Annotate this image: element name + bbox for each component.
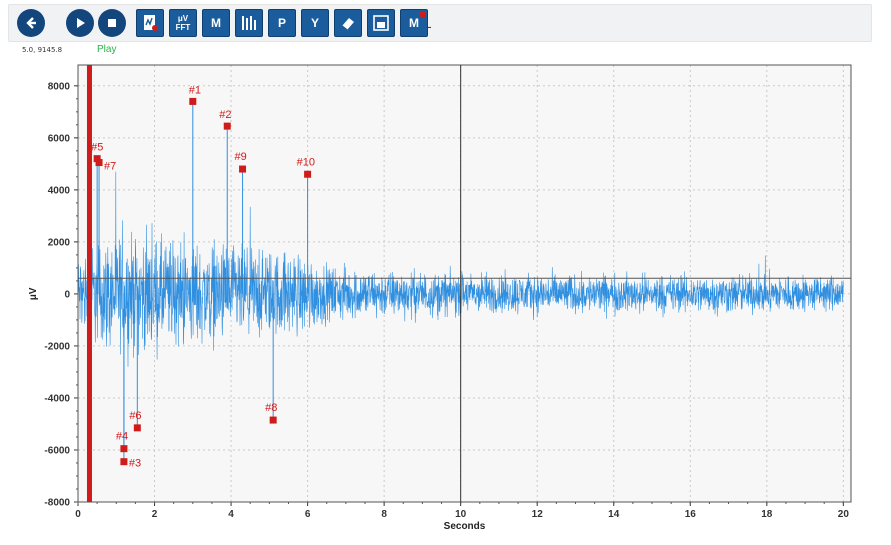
marker-layer[interactable]: #1 #2 #3 #4 #5 #6 #7 #8 #9 #10: [91, 84, 315, 469]
marker-9[interactable]: #9: [235, 151, 247, 173]
peak-label: P: [277, 15, 286, 30]
y-axis-button[interactable]: Y: [301, 9, 329, 37]
save-image-icon: [371, 13, 391, 33]
eraser-button[interactable]: [334, 9, 362, 37]
marker-label: #2: [219, 109, 231, 121]
marker-list-button[interactable]: M: [400, 9, 428, 37]
marker-square[interactable]: [223, 122, 231, 130]
marker-list-badge: [420, 11, 426, 17]
marker-2[interactable]: #2: [219, 109, 231, 130]
signal-chart[interactable]: 0 2 4 6 8 10 12 14 16 18 20 -8000 -6000 -4000 -2000 0 20…: [0, 56, 891, 545]
peak-button[interactable]: P: [268, 9, 296, 37]
marker-4[interactable]: #4: [116, 431, 128, 453]
marker-label: #1: [189, 84, 201, 96]
y-tick-label: 4000: [48, 185, 71, 196]
x-tick-label: 4: [228, 509, 234, 520]
marker-label: #10: [297, 156, 315, 168]
y-tick-label: -8000: [44, 498, 70, 509]
x-tick-label: 0: [75, 509, 81, 520]
marker-label: #8: [265, 402, 277, 414]
marker-square[interactable]: [189, 97, 197, 105]
marker-square[interactable]: [239, 165, 247, 173]
plot-frame: [77, 64, 852, 503]
report-button[interactable]: [136, 9, 164, 37]
marker-label: #4: [116, 431, 128, 443]
back-arrow-icon: [23, 15, 39, 31]
y-axis-title: μV: [28, 287, 39, 300]
play-button[interactable]: [66, 9, 94, 37]
marker-6[interactable]: #6: [129, 410, 142, 432]
marker-1[interactable]: #1: [189, 84, 201, 105]
channels-button[interactable]: [235, 9, 263, 37]
marker-label: #5: [91, 142, 103, 154]
play-icon: [73, 16, 87, 30]
marker-square[interactable]: [93, 155, 101, 163]
channels-icon: [239, 13, 259, 33]
x-tick-label: 20: [838, 509, 850, 520]
y-tick-label: -4000: [44, 393, 70, 404]
back-button[interactable]: [17, 9, 45, 37]
x-tick-label: 16: [685, 509, 697, 520]
marker-m-button[interactable]: M: [202, 9, 230, 37]
fft-label: μV FFT: [175, 14, 191, 32]
marker-label: #6: [129, 410, 141, 422]
save-image-button[interactable]: [367, 9, 395, 37]
x-tick-label: 2: [152, 509, 158, 520]
marker-square[interactable]: [304, 170, 312, 178]
y-tick-label: 8000: [48, 81, 71, 92]
marker-label: #7: [104, 161, 116, 173]
marker-8[interactable]: #8: [265, 402, 277, 424]
y-tick-label: -6000: [44, 445, 70, 456]
marker-3[interactable]: #3: [120, 458, 141, 470]
x-tick-label: 8: [381, 509, 387, 520]
y-axis-label: Y: [310, 15, 319, 30]
x-tick-label: 14: [608, 509, 620, 520]
fft-button[interactable]: μV FFT: [169, 9, 197, 37]
cursor-coordinates: 5.0, 9145.8: [22, 46, 63, 54]
report-document-icon: [140, 13, 160, 33]
marker-square[interactable]: [120, 445, 128, 453]
marker-7[interactable]: #7: [95, 159, 117, 173]
x-tick-label: 6: [305, 509, 311, 520]
marker-5[interactable]: #5: [91, 142, 103, 163]
y-tick-label: 0: [64, 289, 70, 300]
x-tick-label: 12: [532, 509, 544, 520]
crosshair: [78, 65, 851, 502]
eraser-icon: [338, 13, 358, 33]
marker-10[interactable]: #10: [297, 156, 315, 178]
marker-m-label: M: [211, 15, 221, 30]
y-tick-label: 6000: [48, 133, 71, 144]
marker-square[interactable]: [269, 416, 277, 424]
play-status-label: Play: [97, 44, 117, 55]
x-tick-label: 10: [455, 509, 467, 520]
y-tick-label: 2000: [48, 237, 71, 248]
marker-square[interactable]: [95, 159, 103, 167]
axes: 0 2 4 6 8 10 12 14 16 18 20 -8000 -6000 -4000 -2000 0 20…: [44, 64, 852, 520]
x-axis-title: Seconds: [444, 521, 486, 532]
marker-square[interactable]: [133, 424, 141, 432]
x-tick-label: 18: [761, 509, 773, 520]
marker-label: #9: [235, 151, 247, 163]
y-tick-label: -2000: [44, 341, 70, 352]
signal-trace: [77, 101, 844, 462]
marker-label: #3: [129, 458, 141, 470]
marker-square[interactable]: [120, 458, 128, 466]
stop-button[interactable]: [98, 9, 126, 37]
toolbar-separator: -: [427, 18, 432, 34]
stop-icon: [105, 16, 119, 30]
marker-list-label: M: [409, 15, 419, 30]
